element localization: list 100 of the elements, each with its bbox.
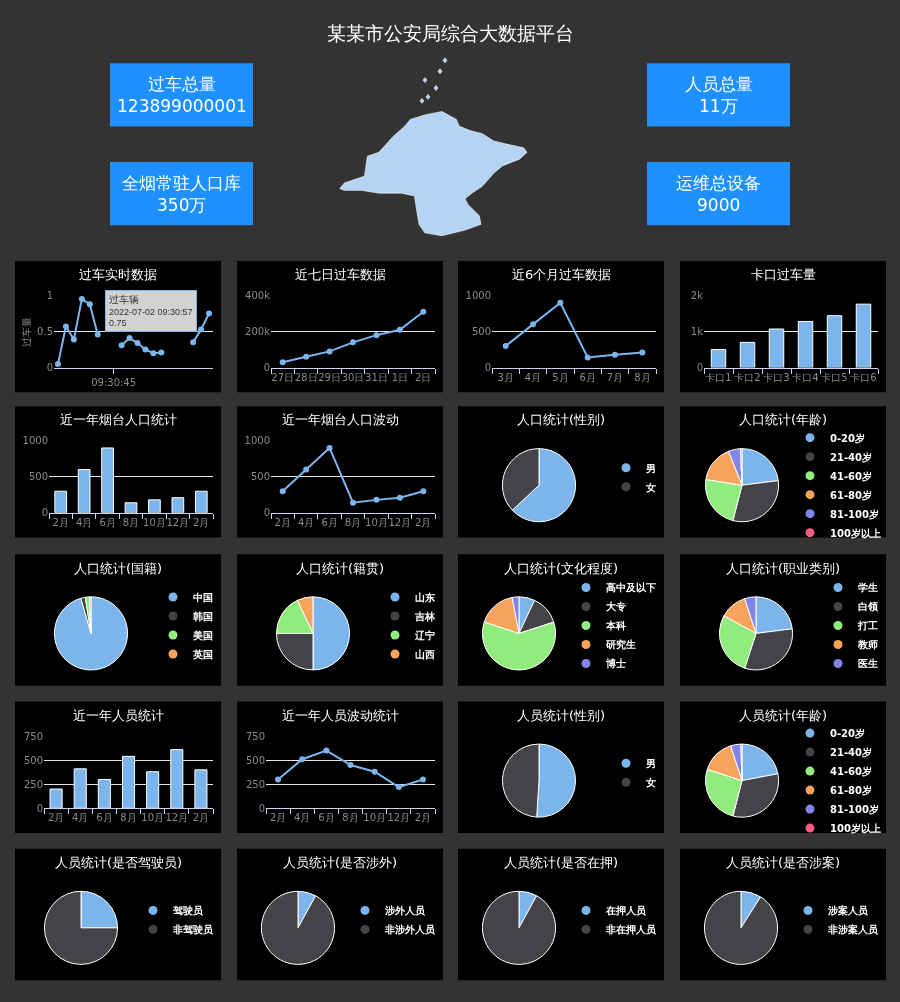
legend-label: 中国 bbox=[193, 591, 213, 603]
point bbox=[395, 784, 402, 791]
x-tick-label: 2月 bbox=[192, 812, 210, 824]
text: 123899000001 bbox=[117, 96, 247, 116]
legend-label: 打工 bbox=[857, 620, 878, 632]
y-tick-label: 0 bbox=[263, 362, 270, 374]
y-tick-label: 0 bbox=[263, 507, 270, 519]
legend-label: 白领 bbox=[858, 601, 879, 613]
y-tick-label: 0 bbox=[484, 362, 491, 374]
x-tick-label: 12月 bbox=[388, 516, 412, 528]
y-tick-label: 1000 bbox=[22, 435, 48, 447]
x-tick-label: 卡口4 bbox=[792, 371, 819, 383]
point bbox=[323, 747, 330, 754]
legend-label: 英国 bbox=[192, 648, 213, 660]
point bbox=[299, 756, 306, 763]
point bbox=[190, 339, 197, 346]
point bbox=[142, 346, 149, 353]
text: 运维总设备 bbox=[676, 173, 761, 193]
legend-label: 大专 bbox=[605, 601, 626, 613]
x-tick-label: 5月 bbox=[552, 371, 569, 383]
legend-label: 驾驶员 bbox=[172, 905, 204, 917]
x-tick-label: 10月 bbox=[143, 516, 166, 528]
pie-slice bbox=[53, 596, 129, 671]
point bbox=[347, 762, 354, 768]
legend-label: 0-20岁 bbox=[830, 728, 866, 740]
x-tick-label: 8月 bbox=[344, 516, 362, 528]
x-tick-label: 4月 bbox=[297, 516, 315, 528]
chart-title: 人口统计(国籍) bbox=[74, 561, 163, 576]
y-tick-label: 500 bbox=[471, 326, 491, 338]
x-tick-label: 2月 bbox=[52, 516, 69, 528]
text: 全烟常驻人口库 bbox=[122, 173, 241, 193]
x-tick-label: 2日 bbox=[415, 371, 432, 383]
legend-label: 在押人员 bbox=[605, 905, 647, 917]
legend-label: 山西 bbox=[415, 648, 435, 660]
point bbox=[502, 342, 509, 349]
chart-title: 人口统计(性别) bbox=[517, 412, 606, 427]
x-tick-label: 2月 bbox=[193, 516, 210, 528]
legend-label: 本科 bbox=[605, 620, 626, 632]
x-tick-label: 6月 bbox=[96, 812, 113, 824]
x-tick-label: 09:30:45 bbox=[91, 376, 137, 388]
bar bbox=[797, 320, 814, 368]
point bbox=[350, 499, 356, 506]
x-tick-label: 31日 bbox=[365, 371, 388, 383]
point bbox=[396, 326, 403, 333]
text: 人员统计(年龄) bbox=[739, 708, 828, 723]
chart-title: 近6个月过车数据 bbox=[512, 267, 612, 282]
x-tick-label: 2月 bbox=[415, 516, 432, 528]
legend-label: 男 bbox=[645, 462, 656, 474]
y-tick-label: 0 bbox=[36, 802, 43, 814]
x-tick-label: 卡口3 bbox=[763, 371, 790, 383]
point bbox=[86, 301, 93, 308]
y-tick-label: 0.5 bbox=[37, 326, 53, 338]
bar bbox=[710, 349, 727, 368]
bar bbox=[826, 315, 843, 368]
chart-title: 人员统计(性别) bbox=[517, 708, 606, 723]
bar bbox=[49, 788, 63, 809]
point bbox=[118, 342, 125, 349]
point bbox=[126, 335, 133, 342]
x-tick-label: 1日 bbox=[391, 371, 409, 383]
chart-title: 近一年人员统计 bbox=[73, 708, 164, 723]
chart-title: 人员统计(是否在押) bbox=[504, 855, 619, 870]
legend-label: 非驾驶员 bbox=[172, 924, 214, 936]
x-tick-label: 29日 bbox=[318, 371, 341, 383]
chart-title: 人员统计(是否驾驶员) bbox=[55, 855, 183, 870]
bar bbox=[170, 749, 184, 809]
text: 人口统计(年龄) bbox=[739, 412, 828, 427]
x-tick-label: 2月 bbox=[274, 516, 291, 528]
x-tick-label: 3月 bbox=[497, 371, 514, 383]
chart-title: 近七日过车数据 bbox=[295, 267, 386, 282]
chart-title: 过车实时数据 bbox=[79, 267, 157, 282]
legend-label: 非涉外人员 bbox=[384, 924, 436, 936]
bar bbox=[97, 778, 111, 809]
y-tick-label: 0 bbox=[46, 362, 53, 374]
y-tick-label: 500 bbox=[28, 471, 48, 483]
text: 人员总量 bbox=[685, 74, 753, 94]
legend-label: 21-40岁 bbox=[830, 451, 872, 463]
chart-title: 卡口过车量 bbox=[751, 267, 816, 282]
legend-label: 女 bbox=[645, 777, 656, 789]
point bbox=[275, 776, 282, 783]
bar bbox=[146, 771, 160, 809]
x-tick-label: 4月 bbox=[294, 812, 311, 824]
bar bbox=[739, 341, 756, 368]
pie-slice bbox=[481, 890, 557, 965]
y-tick-label: 1000 bbox=[465, 289, 491, 301]
y-tick-label: 750 bbox=[23, 730, 43, 742]
legend-label: 吉林 bbox=[414, 610, 436, 622]
x-tick-label: 8月 bbox=[120, 812, 137, 824]
legend-label: 0-20岁 bbox=[830, 432, 866, 444]
chart-title: 人口统计(籍贯) bbox=[296, 561, 385, 576]
text: 过车总量 bbox=[148, 74, 216, 94]
point bbox=[94, 331, 101, 338]
point bbox=[150, 350, 157, 357]
point bbox=[557, 299, 564, 306]
legend-label: 学生 bbox=[858, 582, 878, 594]
legend-label: 61-80岁 bbox=[830, 489, 872, 501]
point bbox=[420, 488, 427, 495]
y-tick-label: 250 bbox=[23, 778, 43, 790]
legend-label: 医生 bbox=[858, 658, 878, 670]
y-tick-label: 1k bbox=[690, 326, 704, 338]
annotation: 过车辆 2022-07-02 09:30:57 0.75 bbox=[109, 294, 193, 329]
